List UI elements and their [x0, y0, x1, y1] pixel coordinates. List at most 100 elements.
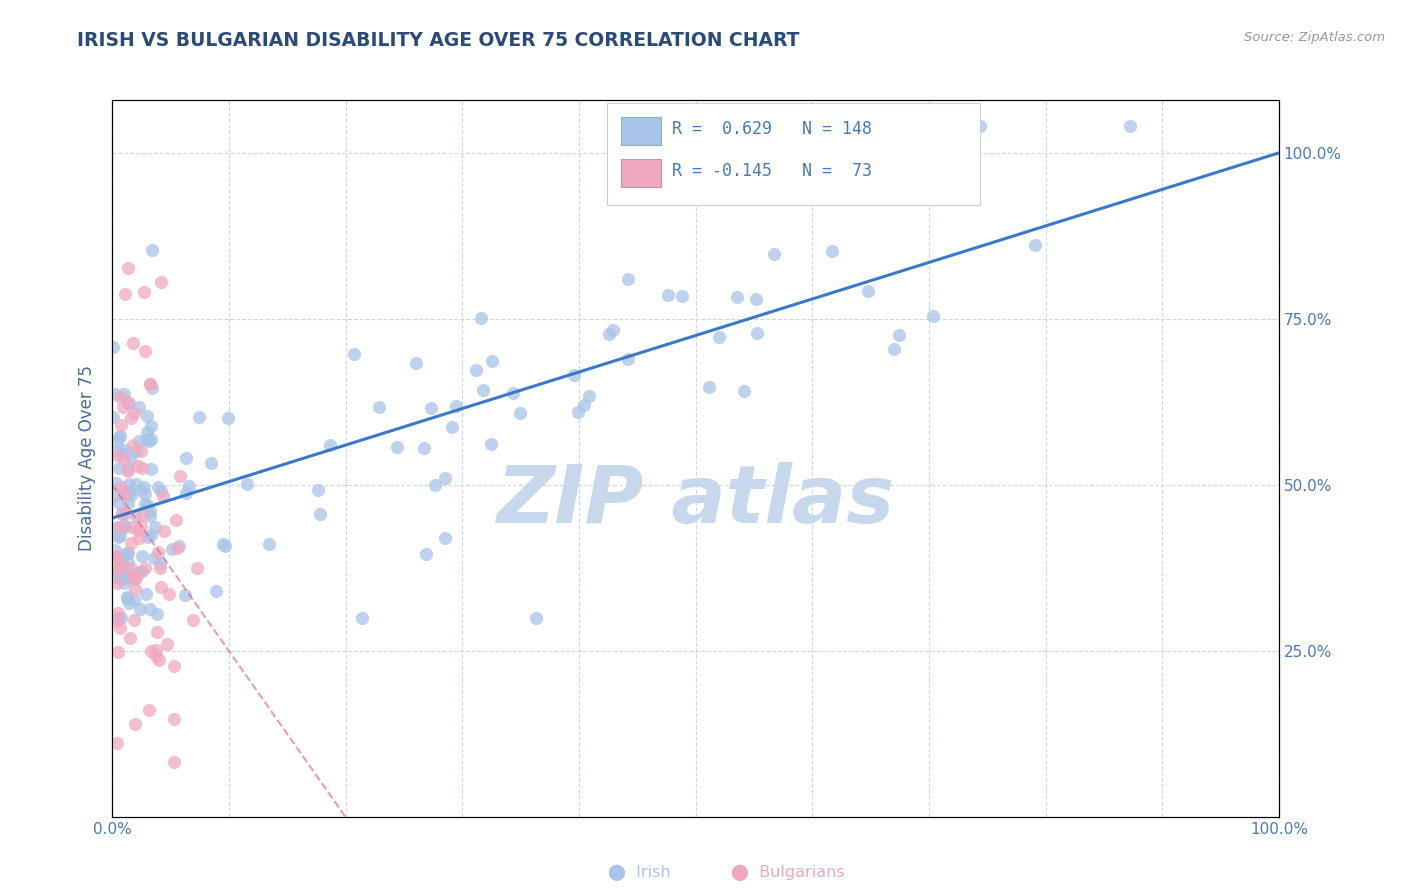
Point	[120, 631, 142, 645]
Point	[509, 406, 531, 420]
Point	[135, 425, 157, 439]
Point	[212, 537, 235, 551]
Point	[405, 356, 427, 370]
Point	[134, 561, 156, 575]
Point	[472, 383, 495, 397]
Point	[114, 520, 136, 534]
Point	[108, 572, 131, 586]
Point	[434, 470, 457, 484]
Point	[131, 508, 153, 523]
Point	[145, 649, 167, 664]
Point	[110, 480, 132, 494]
Point	[725, 290, 748, 304]
Point	[145, 625, 167, 640]
Point	[444, 399, 467, 413]
Point	[139, 644, 162, 658]
Point	[129, 602, 152, 616]
Point	[657, 288, 679, 302]
Point	[143, 520, 166, 534]
Point	[117, 546, 139, 560]
Point	[107, 530, 129, 544]
Point	[136, 530, 159, 544]
Point	[343, 347, 366, 361]
Point	[124, 582, 146, 596]
Point	[110, 529, 132, 543]
Point	[122, 573, 145, 587]
Point	[127, 458, 149, 473]
Point	[152, 489, 174, 503]
Point	[108, 430, 131, 444]
Point	[121, 520, 143, 534]
Point	[309, 507, 332, 521]
Point	[145, 643, 167, 657]
Point	[128, 531, 150, 545]
Point	[117, 462, 139, 476]
Point	[129, 444, 152, 458]
Point	[124, 613, 146, 627]
Point	[319, 438, 342, 452]
Point	[127, 566, 149, 580]
Point	[887, 327, 910, 342]
Point	[128, 400, 150, 414]
Point	[120, 488, 142, 502]
Point	[200, 457, 222, 471]
Point	[131, 564, 153, 578]
Point	[111, 559, 134, 574]
Point	[149, 556, 172, 570]
Point	[112, 488, 135, 502]
Point	[129, 519, 152, 533]
Point	[124, 717, 146, 731]
Point	[115, 590, 138, 604]
Point	[150, 580, 173, 594]
Point	[138, 508, 160, 523]
Point	[110, 611, 132, 625]
Point	[118, 566, 141, 581]
Point	[136, 498, 159, 512]
Point	[131, 549, 153, 563]
Point	[103, 488, 125, 502]
Point	[479, 437, 502, 451]
Point	[139, 418, 162, 433]
Point	[107, 644, 129, 658]
Point	[107, 606, 129, 620]
Point	[141, 243, 163, 257]
Point	[131, 461, 153, 475]
Point	[368, 401, 391, 415]
Point	[108, 496, 131, 510]
Point	[707, 329, 730, 343]
Text: IRISH VS BULGARIAN DISABILITY AGE OVER 75 CORRELATION CHART: IRISH VS BULGARIAN DISABILITY AGE OVER 7…	[77, 31, 800, 50]
Point	[567, 405, 589, 419]
Point	[425, 478, 447, 492]
Point	[122, 570, 145, 584]
Point	[385, 440, 408, 454]
Point	[115, 395, 138, 409]
Point	[163, 712, 186, 726]
Point	[120, 536, 142, 550]
Point	[922, 309, 945, 323]
Point	[122, 406, 145, 420]
Text: R =  0.629   N = 148: R = 0.629 N = 148	[672, 120, 872, 138]
Point	[112, 443, 135, 458]
Point	[108, 461, 131, 475]
Point	[105, 434, 128, 449]
Point	[110, 568, 132, 582]
Point	[744, 292, 766, 306]
Point	[969, 120, 991, 134]
Point	[124, 570, 146, 584]
Point	[115, 483, 138, 498]
Point	[118, 485, 141, 500]
Point	[217, 410, 239, 425]
Point	[562, 368, 585, 383]
Point	[214, 539, 236, 553]
Point	[101, 410, 124, 425]
Point	[145, 607, 167, 621]
Point	[114, 518, 136, 533]
Point	[146, 480, 169, 494]
Point	[114, 570, 136, 584]
Point	[163, 659, 186, 673]
Point	[883, 343, 905, 357]
Point	[502, 386, 524, 401]
Point	[118, 477, 141, 491]
Point	[617, 272, 640, 286]
Point	[733, 384, 755, 398]
